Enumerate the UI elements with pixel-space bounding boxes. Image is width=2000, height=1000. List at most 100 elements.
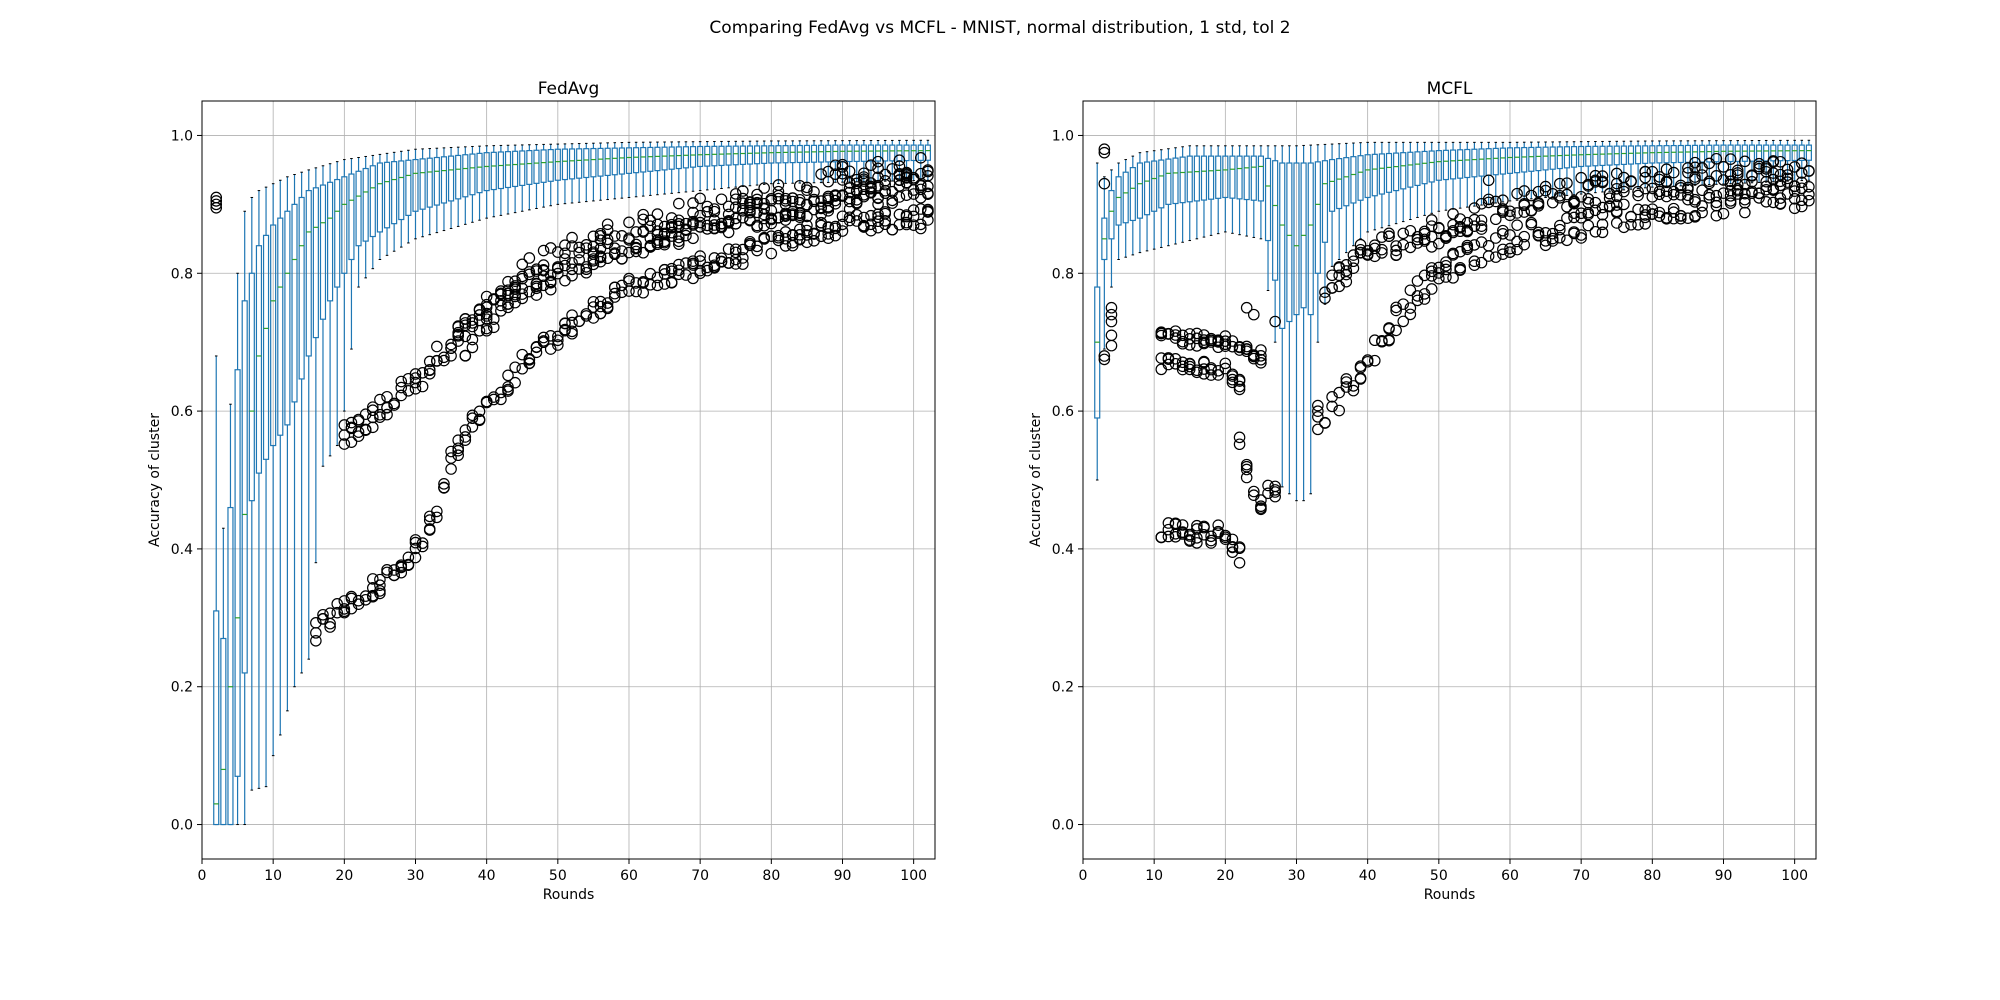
outlier-point bbox=[416, 380, 429, 393]
box-iqr bbox=[1805, 144, 1812, 161]
box-iqr bbox=[1535, 146, 1542, 172]
outlier-point bbox=[395, 566, 408, 579]
box-iqr bbox=[1734, 144, 1741, 163]
box-iqr bbox=[590, 147, 597, 178]
outlier-point bbox=[900, 218, 913, 231]
outlier-point bbox=[680, 229, 692, 242]
outlier-point bbox=[1575, 207, 1587, 220]
outlier-point bbox=[1411, 275, 1424, 287]
outlier-point bbox=[1774, 175, 1787, 188]
outlier-point bbox=[687, 232, 699, 245]
outlier-point bbox=[566, 257, 578, 269]
outlier-point bbox=[1646, 203, 1659, 215]
box-iqr bbox=[1499, 147, 1506, 175]
outlier-point bbox=[459, 431, 472, 443]
box-iqr bbox=[882, 144, 889, 162]
outlier-point bbox=[1739, 206, 1751, 219]
outlier-point bbox=[1511, 243, 1523, 256]
outlier-point bbox=[1255, 502, 1267, 514]
box-iqr bbox=[1364, 154, 1371, 199]
box-iqr bbox=[910, 144, 917, 162]
outlier-point bbox=[1724, 195, 1737, 207]
outlier-point bbox=[1361, 354, 1374, 366]
box-iqr bbox=[1570, 146, 1578, 168]
box-round-15 bbox=[305, 169, 312, 660]
outlier-point bbox=[623, 216, 635, 229]
outlier-point bbox=[473, 309, 486, 321]
outlier-point bbox=[480, 307, 493, 320]
outlier-point bbox=[1404, 284, 1417, 297]
outlier-point bbox=[694, 221, 706, 233]
outlier-point bbox=[608, 242, 621, 255]
outlier-point bbox=[359, 590, 372, 602]
outlier-point bbox=[552, 261, 564, 273]
outlier-point bbox=[1155, 327, 1168, 339]
outlier-point bbox=[1205, 362, 1217, 374]
box-round-51 bbox=[1442, 141, 1450, 211]
box-iqr bbox=[618, 147, 625, 175]
outlier-point bbox=[1753, 187, 1765, 200]
outlier-point bbox=[765, 212, 778, 225]
outlier-point bbox=[1746, 170, 1758, 182]
box-round-7 bbox=[248, 196, 255, 791]
box-iqr bbox=[220, 637, 227, 826]
box-round-21 bbox=[1229, 145, 1236, 234]
box-iqr bbox=[1741, 144, 1748, 162]
outlier-point bbox=[445, 452, 457, 464]
y-tick-label: 0.2 bbox=[1052, 680, 1074, 696]
outlier-point bbox=[445, 338, 457, 351]
box-round-77 bbox=[746, 140, 754, 187]
outlier-point bbox=[922, 187, 934, 200]
box-iqr bbox=[1684, 144, 1691, 163]
outlier-point bbox=[1739, 187, 1751, 200]
outlier-point bbox=[850, 173, 863, 186]
outlier-point bbox=[1475, 223, 1488, 235]
box-iqr bbox=[1556, 146, 1563, 170]
outlier-point bbox=[758, 203, 771, 215]
box-round-73 bbox=[718, 140, 725, 190]
outlier-point bbox=[559, 253, 571, 265]
outlier-point bbox=[1589, 225, 1602, 238]
outlier-point bbox=[1575, 171, 1587, 184]
outlier-point bbox=[1575, 190, 1587, 203]
outlier-point bbox=[843, 211, 856, 224]
outlier-point bbox=[886, 194, 899, 207]
outlier-point bbox=[1575, 232, 1587, 244]
box-iqr bbox=[1642, 145, 1649, 164]
outlier-point bbox=[1376, 247, 1388, 259]
outlier-point bbox=[680, 257, 692, 269]
outlier-point bbox=[537, 244, 550, 257]
box-round-58 bbox=[1492, 141, 1499, 204]
outlier-point bbox=[1169, 528, 1182, 540]
x-tick-label: 90 bbox=[834, 868, 852, 884]
outlier-point bbox=[1767, 155, 1780, 167]
outlier-point bbox=[345, 416, 358, 429]
outlier-point bbox=[737, 185, 749, 197]
box-round-14 bbox=[298, 171, 305, 674]
outlier-point bbox=[665, 276, 678, 289]
outlier-point bbox=[1489, 251, 1502, 263]
box-iqr bbox=[789, 144, 796, 164]
outlier-point bbox=[1788, 161, 1801, 173]
box-round-20 bbox=[1222, 145, 1229, 233]
outlier-point bbox=[1226, 373, 1239, 386]
outlier-point bbox=[744, 213, 756, 226]
outlier-point bbox=[1240, 463, 1253, 476]
outlier-point bbox=[708, 214, 721, 227]
box-iqr bbox=[433, 156, 440, 206]
outlier-point bbox=[665, 230, 678, 242]
box-iqr bbox=[1457, 149, 1464, 179]
outlier-point bbox=[1098, 350, 1111, 362]
outlier-point bbox=[1667, 185, 1680, 198]
outlier-point bbox=[858, 167, 870, 180]
outlier-point bbox=[1539, 235, 1552, 247]
outlier-point bbox=[1689, 161, 1701, 174]
box-round-98 bbox=[1777, 139, 1784, 182]
outlier-point bbox=[1596, 218, 1609, 231]
box-iqr bbox=[227, 506, 234, 826]
outlier-point bbox=[715, 255, 728, 268]
outlier-point bbox=[601, 297, 614, 309]
outlier-point bbox=[1333, 386, 1345, 399]
outlier-point bbox=[651, 271, 664, 284]
box-iqr bbox=[697, 145, 704, 168]
